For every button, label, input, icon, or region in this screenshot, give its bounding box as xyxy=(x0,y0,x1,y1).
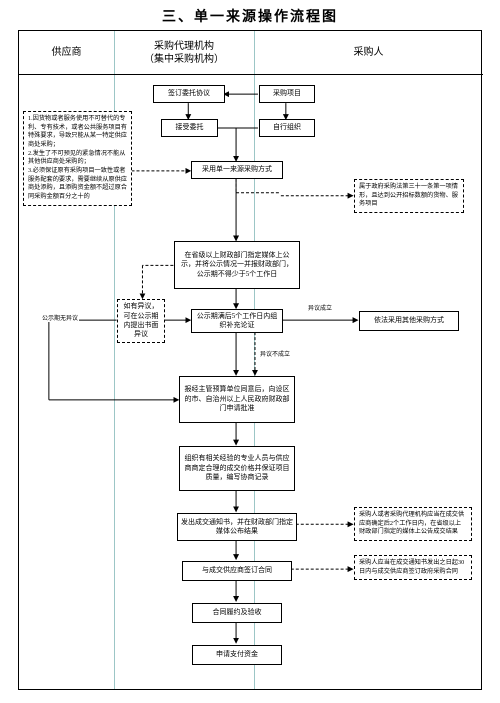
node-self-org: 自行组织 xyxy=(259,119,315,137)
note-law-31: 属于政府采购法第三十一条第一项情形，且达到公开招标数额的货物、服务项目 xyxy=(354,179,464,213)
label-no-objection: 公示期无异议 xyxy=(41,313,79,322)
node-acceptance: 合同履约及验收 xyxy=(192,603,282,623)
node-approval: 报经主管预算单位同意后，向设区的市、自治州以上人民政府财政部门申请批准 xyxy=(179,376,295,423)
lane-header-agency: 采购代理机构 （集中采购机构） xyxy=(114,31,254,75)
label-objection-no: 异议不成立 xyxy=(259,349,291,358)
note-sign-30d: 采购人应当在成交通知书发出之日起30日内与成交供应商签订政府采购合同 xyxy=(354,555,472,580)
page-title: 三、单一来源操作流程图 xyxy=(0,6,500,26)
node-payment: 申请支付资金 xyxy=(192,645,282,665)
node-publicity: 在省级以上财政部门指定媒体上公示，并将公示情况一并报财政部门，公示期不得少于5个… xyxy=(174,241,300,289)
lane-divider-2 xyxy=(254,31,255,689)
node-negotiate: 组织有相关经验的专业人员与供应商商定合理的成交价格并保证项目质量，编写协商记录 xyxy=(179,446,295,491)
lane-header-buyer: 采购人 xyxy=(254,31,483,75)
node-project: 采购项目 xyxy=(259,85,315,103)
node-contract: 与成交供应商签订合同 xyxy=(182,561,292,581)
node-notice: 发出成交通知书，并在财政部门指定媒体公布结果 xyxy=(177,513,297,541)
page: 三、单一来源操作流程图 供应商 采购代理机构 （集中采购机构） 采购人 xyxy=(0,0,500,703)
flowchart-frame: 供应商 采购代理机构 （集中采购机构） 采购人 xyxy=(18,30,482,690)
node-supp-argue: 公示期满后5个工作日内组织补充论证 xyxy=(191,309,283,333)
note-conditions: 1.因货物或者服务使用不可替代的专利、专有技术，或者公共服务项目有特殊要求，导致… xyxy=(23,111,132,206)
label-objection-ok: 异议成立 xyxy=(307,303,333,312)
node-single-source: 采用单一来源采购方式 xyxy=(191,161,283,179)
node-sign-agreement: 签订委托协议 xyxy=(153,85,225,103)
note-publish-result: 采购人或者采购代理机构应当在成交供应商确定后2个工作日内，在省级以上财政部门指定… xyxy=(354,507,472,541)
node-objection: 如有异议，可在公示期内提出书面异议 xyxy=(117,299,165,343)
node-accept: 接受委托 xyxy=(161,119,218,137)
node-other-method: 依法采用其他采购方式 xyxy=(359,311,459,331)
lane-header-supplier: 供应商 xyxy=(19,31,114,75)
